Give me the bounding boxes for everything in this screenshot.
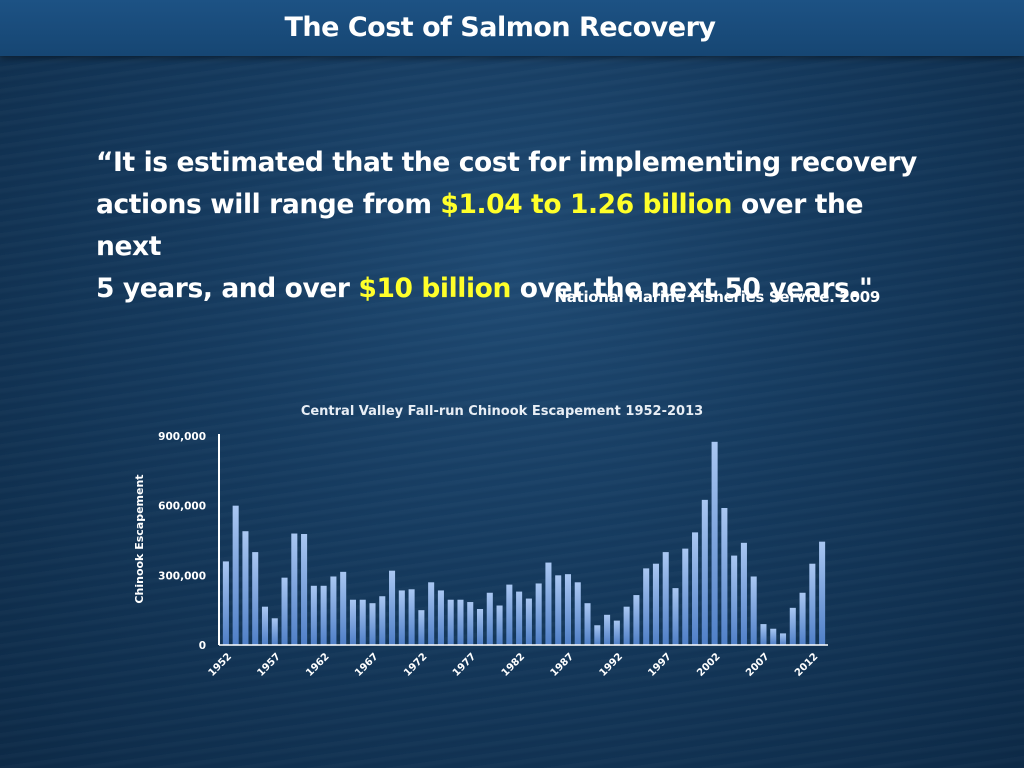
bar-2013 — [819, 541, 826, 645]
bar-1998 — [672, 588, 679, 645]
bar-1978 — [476, 609, 484, 645]
bar-1982 — [516, 591, 523, 645]
bar-1976 — [457, 599, 464, 645]
quote-line-2: actions will range from $1.04 to 1.26 bi… — [96, 184, 926, 268]
title-bar: The Cost of Salmon Recovery — [0, 0, 1024, 56]
bar-2012 — [809, 563, 816, 645]
cost-highlight-50yr: $10 billion — [358, 273, 511, 304]
x-tick-label: 2012 — [793, 651, 820, 678]
bar-1987 — [564, 574, 572, 645]
y-tick-label: 0 — [199, 640, 206, 652]
bar-2003 — [721, 507, 728, 645]
bar-2010 — [789, 607, 796, 645]
bar-1967 — [369, 603, 376, 645]
quote-text: 5 years, and over — [96, 273, 359, 304]
y-ticks: 0 300,000 600,000 900,000 — [158, 431, 206, 652]
bar-1974 — [437, 590, 444, 645]
bar-1995 — [643, 568, 650, 645]
bar-1957 — [271, 618, 278, 645]
bar-1968 — [379, 596, 386, 645]
quote-text: actions will range from — [96, 189, 441, 220]
bar-2004 — [731, 555, 738, 645]
bar-2006 — [750, 576, 757, 645]
x-ticks: 1952 1957 1962 1967 1972 1977 1982 1987 1992 1997… — [207, 651, 821, 678]
chart-title: Central Valley Fall-run Chinook Escapeme… — [301, 404, 703, 419]
quote-text: over the next 50 years." — [510, 273, 873, 304]
quote-line-1: “It is estimated that the cost for imple… — [96, 147, 917, 178]
bar-2011 — [799, 592, 806, 645]
bar-1989 — [584, 603, 591, 645]
x-tick-label: 1992 — [598, 651, 625, 678]
bar-1964 — [340, 571, 347, 645]
bar-2007 — [760, 624, 767, 645]
y-tick-label: 300,000 — [158, 570, 206, 582]
bar-1962 — [320, 585, 327, 645]
x-tick-label: 1977 — [451, 651, 478, 678]
bar-1966 — [359, 599, 366, 645]
x-tick-label: 1972 — [402, 651, 429, 678]
bar-1970 — [398, 590, 405, 645]
bar-1965 — [349, 599, 356, 645]
bar-2000 — [692, 532, 699, 645]
y-axis-label: Chinook Escapement — [133, 474, 146, 603]
quote-block: “It is estimated that the cost for imple… — [96, 142, 926, 310]
bar-1954 — [242, 531, 249, 645]
bar-1958 — [281, 577, 288, 645]
x-tick-label: 1957 — [255, 651, 282, 678]
bar-1983 — [525, 598, 532, 645]
bar-1960 — [301, 534, 308, 645]
bar-1971 — [408, 589, 415, 645]
x-tick-label: 1987 — [549, 651, 576, 678]
bar-1986 — [555, 575, 562, 645]
bar-1993 — [623, 606, 630, 645]
bar-1956 — [261, 606, 269, 645]
bar-1977 — [467, 602, 474, 645]
bar-1959 — [291, 533, 298, 645]
x-tick-label: 1962 — [304, 651, 331, 678]
bar-1997 — [662, 552, 669, 645]
x-tick-label: 1982 — [500, 651, 527, 678]
bar-1961 — [310, 585, 317, 645]
bar-2009 — [779, 633, 787, 645]
x-tick-label: 2007 — [744, 651, 771, 678]
bar-1953 — [232, 505, 239, 645]
bar-2005 — [740, 542, 747, 645]
y-tick-label: 600,000 — [158, 501, 206, 513]
bar-1990 — [594, 625, 601, 645]
bar-1996 — [652, 563, 659, 645]
bar-1980 — [496, 605, 503, 645]
cost-highlight-5yr: $1.04 to 1.26 billion — [440, 189, 733, 220]
bar-1985 — [545, 562, 552, 645]
x-tick-label: 1997 — [646, 651, 673, 678]
x-tick-label: 2002 — [695, 651, 722, 678]
slide-title: The Cost of Salmon Recovery — [284, 12, 717, 43]
x-tick-label: 1952 — [207, 651, 234, 678]
bar-1991 — [604, 614, 611, 645]
bar-1992 — [613, 620, 620, 645]
bar-1973 — [428, 582, 435, 645]
bar-2002 — [711, 441, 718, 645]
bar-1963 — [330, 576, 337, 645]
bar-1999 — [682, 548, 689, 645]
bar-1955 — [252, 552, 259, 645]
bar-1981 — [506, 584, 513, 645]
bar-2008 — [770, 628, 777, 645]
bar-1979 — [486, 592, 493, 645]
citation: National Marine Fisheries Service. 2009 — [554, 288, 881, 306]
bars — [222, 441, 826, 645]
quote-line-3: 5 years, and over $10 billion over the n… — [96, 268, 926, 310]
bar-1952 — [222, 561, 229, 645]
quote-text: over the next — [96, 189, 864, 262]
bar-2001 — [701, 499, 708, 645]
bar-1994 — [633, 595, 640, 645]
bar-1972 — [418, 610, 425, 645]
escapement-bar-chart: Central Valley Fall-run Chinook Escapeme… — [133, 404, 828, 679]
x-tick-label: 1967 — [353, 651, 380, 678]
bar-1984 — [535, 583, 542, 645]
bar-1975 — [447, 599, 454, 645]
bar-1988 — [574, 582, 581, 645]
bar-1969 — [389, 570, 396, 645]
y-tick-label: 900,000 — [158, 431, 206, 443]
